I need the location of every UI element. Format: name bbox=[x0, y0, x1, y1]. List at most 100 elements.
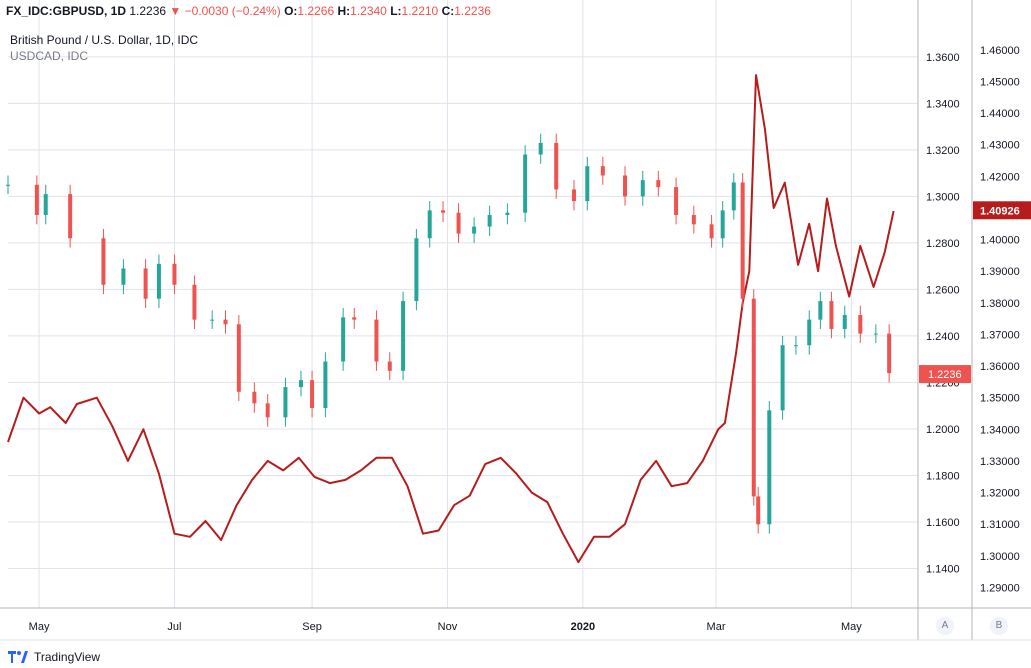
right-axis-tick-label: 1.43000 bbox=[980, 140, 1020, 152]
candle-body bbox=[236, 324, 241, 392]
candle-body bbox=[793, 345, 798, 347]
left-axis-tick-label: 1.3400 bbox=[926, 98, 960, 110]
candle-body bbox=[523, 154, 528, 213]
brand-footer[interactable]: TradingView bbox=[8, 650, 100, 664]
x-axis-tick-label: Jul bbox=[167, 621, 181, 633]
auto-scale-button[interactable]: A bbox=[936, 617, 954, 635]
gbpusd-last-price-label: 1.2236 bbox=[928, 369, 962, 381]
candle-body bbox=[472, 226, 477, 234]
x-axis-tick-label: Nov bbox=[438, 621, 458, 633]
candle-body bbox=[387, 361, 392, 371]
candle-body bbox=[767, 410, 772, 525]
candle-body bbox=[829, 301, 834, 329]
right-axis-tick-label: 1.38000 bbox=[980, 298, 1020, 310]
x-axis-tick-label: May bbox=[841, 621, 862, 633]
candle-body bbox=[691, 215, 696, 225]
open-label: O: bbox=[284, 4, 298, 18]
right-axis-tick-label: 1.36000 bbox=[980, 361, 1020, 373]
right-axis-tick-label: 1.40000 bbox=[980, 235, 1020, 247]
left-axis-tick-label: 1.2600 bbox=[926, 284, 960, 296]
candle-body bbox=[265, 403, 270, 418]
candle-body bbox=[101, 238, 106, 285]
main-series-legend[interactable]: British Pound / U.S. Dollar, 1D, IDC bbox=[10, 33, 199, 47]
candle-body bbox=[640, 180, 645, 197]
high-value: 1.2340 bbox=[350, 4, 387, 18]
grid bbox=[8, 0, 918, 608]
candle-body bbox=[401, 301, 406, 371]
last-price: 1.2236 bbox=[129, 4, 167, 18]
candle-body bbox=[43, 194, 48, 216]
candle-body bbox=[674, 187, 679, 216]
left-axis-tick-label: 1.2400 bbox=[926, 331, 960, 343]
candle-body bbox=[731, 182, 736, 211]
close-value: 1.2236 bbox=[454, 4, 491, 18]
x-axis-tick-label: Sep bbox=[302, 621, 322, 633]
scale-b-button[interactable]: B bbox=[990, 617, 1008, 635]
symbol-header: FX_IDC:GBPUSD, 1D 1.2236 ▼ −0.0030 (−0.2… bbox=[6, 4, 491, 18]
left-axis-tick-label: 1.1800 bbox=[926, 470, 960, 482]
candle-body bbox=[283, 387, 288, 418]
gbpusd-last-price-tag bbox=[919, 365, 971, 384]
candle-body bbox=[656, 180, 661, 188]
candle-body bbox=[709, 224, 714, 239]
candle-body bbox=[441, 210, 446, 213]
candle-body bbox=[887, 333, 892, 374]
right-axis-tick-label: 1.45000 bbox=[980, 76, 1020, 88]
candle-body bbox=[172, 263, 177, 285]
candle-body bbox=[720, 210, 725, 239]
candle-body bbox=[414, 238, 419, 302]
axes: 1.14001.16001.18001.20001.22001.24001.26… bbox=[0, 0, 1031, 641]
low-label: L: bbox=[390, 4, 402, 18]
overlay-series-legend[interactable]: USDCAD, IDC bbox=[10, 49, 89, 63]
candle-body bbox=[842, 315, 847, 329]
candle-body bbox=[323, 361, 328, 409]
candle-body bbox=[298, 380, 303, 388]
symbol-title: FX_IDC:GBPUSD, 1D bbox=[6, 4, 127, 18]
candle-body bbox=[6, 184, 10, 186]
candle-body bbox=[751, 298, 756, 497]
right-axis-tick-label: 1.29000 bbox=[980, 582, 1020, 594]
price-change: −0.0030 (−0.24%) bbox=[184, 4, 281, 18]
candle-body bbox=[143, 268, 148, 299]
right-axis-tick-label: 1.35000 bbox=[980, 393, 1020, 405]
gbpusd-candle-series bbox=[6, 133, 892, 534]
candle-body bbox=[780, 345, 785, 411]
right-axis-tick-label: 1.31000 bbox=[980, 519, 1020, 531]
close-label: C: bbox=[441, 4, 455, 18]
candle-body bbox=[156, 263, 161, 299]
left-axis-tick-label: 1.1600 bbox=[926, 517, 960, 529]
candle-body bbox=[740, 182, 745, 299]
candle-body bbox=[374, 319, 379, 362]
right-axis-tick-label: 1.46000 bbox=[980, 45, 1020, 57]
x-axis-tick-label: Mar bbox=[707, 621, 726, 633]
down-arrow-icon: ▼ bbox=[169, 4, 182, 18]
candle-body bbox=[487, 215, 492, 227]
candle-body bbox=[623, 175, 628, 197]
candle-body bbox=[873, 333, 878, 335]
right-axis-tick-label: 1.44000 bbox=[980, 108, 1020, 120]
candle-body bbox=[571, 189, 576, 202]
candle-body bbox=[121, 268, 126, 285]
right-axis-tick-label: 1.30000 bbox=[980, 551, 1020, 563]
candle-body bbox=[192, 284, 197, 320]
candle-body bbox=[505, 212, 510, 216]
candle-body bbox=[210, 319, 215, 321]
candle-body bbox=[600, 166, 605, 176]
candle-body bbox=[858, 315, 863, 334]
candle-body bbox=[807, 319, 812, 346]
right-axis-tick-label: 1.42000 bbox=[980, 171, 1020, 183]
candle-body bbox=[456, 212, 461, 234]
brand-name: TradingView bbox=[34, 650, 101, 664]
candle-body bbox=[756, 496, 761, 525]
right-axis-tick-label: 1.33000 bbox=[980, 456, 1020, 468]
low-value: 1.2210 bbox=[401, 4, 439, 18]
candle-body bbox=[352, 317, 357, 320]
left-axis-tick-label: 1.1400 bbox=[926, 563, 960, 575]
right-axis-tick-label: 1.32000 bbox=[980, 488, 1020, 500]
right-axis-tick-label: 1.37000 bbox=[980, 329, 1020, 341]
candle-body bbox=[554, 142, 559, 190]
open-value: 1.2266 bbox=[297, 4, 335, 18]
candle-body bbox=[538, 142, 543, 155]
left-axis-tick-label: 1.3200 bbox=[926, 145, 960, 157]
